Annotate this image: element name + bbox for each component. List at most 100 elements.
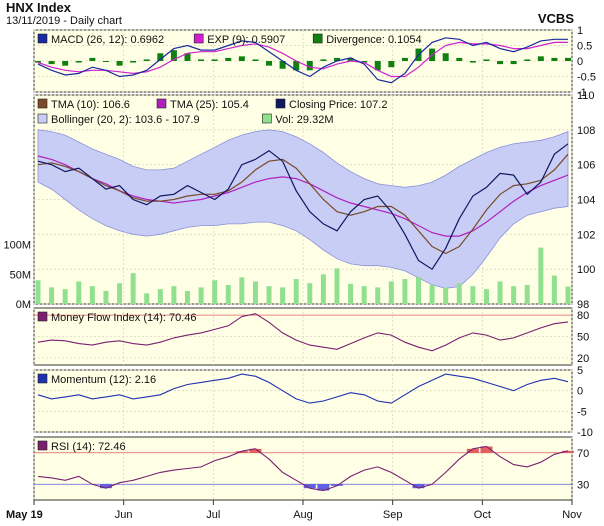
volume-bar (184, 290, 190, 304)
divergence-bar (306, 61, 313, 71)
y-tick-label: 1 (577, 25, 583, 37)
legend-swatch (37, 373, 48, 384)
legend-swatch (37, 98, 48, 109)
y-tick-label: 5 (577, 365, 583, 377)
momentum-line (37, 373, 569, 404)
divergence-bar (320, 59, 327, 61)
volume-bar (130, 273, 136, 304)
legend-entry: Money Flow Index (14): 70.46 (51, 312, 197, 324)
volume-bar (239, 277, 245, 304)
divergence-bar (89, 57, 96, 61)
overbought-fill (466, 448, 479, 453)
volume-bar (103, 290, 109, 304)
divergence-bar (35, 61, 41, 63)
volume-bar (524, 285, 530, 304)
y-tick-label: -0.5 (577, 72, 596, 84)
y-tick-label: 102 (577, 229, 595, 241)
divergence-bar (143, 59, 150, 61)
divergence-bar (116, 61, 123, 66)
x-tick-label: Sep (383, 509, 403, 521)
volume-bar (76, 281, 82, 304)
divergence-bar (184, 53, 191, 61)
y-tick-label: 100 (577, 264, 595, 276)
volume-bar (225, 285, 231, 304)
volume-bar (62, 289, 68, 304)
overbought-fill (235, 451, 248, 453)
divergence-bar (170, 50, 177, 61)
legend-swatch (156, 98, 167, 109)
y-tick-label: 20 (577, 353, 589, 365)
divergence-bar (102, 61, 109, 62)
volume-bar (49, 287, 55, 304)
overbought-fill (480, 446, 493, 453)
legend-swatch (262, 113, 272, 124)
volume-bar (266, 286, 272, 304)
divergence-bar (361, 61, 368, 63)
legend-entry: RSI (14): 72.46 (51, 441, 126, 453)
divergence-bar (469, 61, 476, 63)
overbought-fill (249, 448, 262, 453)
y-tick-label: 0 (577, 386, 583, 398)
volume-bar (538, 247, 544, 304)
volume-bar (456, 283, 462, 304)
x-tick-label: Aug (293, 509, 313, 521)
volume-bar (144, 293, 150, 304)
mfi-line (37, 313, 569, 352)
legend-entry: TMA (25): 105.4 (170, 99, 249, 111)
y-tick-label: 0 (577, 56, 583, 68)
x-tick-label: Nov (562, 509, 582, 521)
divergence-bar (551, 57, 558, 61)
oversold-fill (330, 484, 343, 486)
volume-bar (483, 289, 489, 304)
chart-title: HNX Index (6, 0, 72, 15)
y-tick-label: 50 (577, 332, 589, 344)
volume-tick-label: 50M (10, 269, 31, 281)
volume-bar (320, 274, 326, 304)
legend-entry: EXP (9): 0.5907 (207, 34, 285, 46)
divergence-bar (510, 61, 517, 65)
y-tick-label: 0.5 (577, 41, 592, 53)
rsi-line (37, 445, 569, 492)
oversold-fill (303, 484, 316, 489)
y-tick-label: -1 (577, 87, 587, 99)
volume-bar (388, 281, 394, 304)
y-tick-label: 98 (577, 299, 589, 311)
x-tick-label: May 19 (6, 509, 43, 521)
divergence-bar (62, 61, 69, 66)
volume-bar (443, 287, 449, 304)
volume-bar (565, 286, 571, 304)
legend-entry: Momentum (12): 2.16 (51, 374, 156, 386)
volume-bar (429, 285, 435, 304)
divergence-bar (347, 57, 354, 61)
divergence-bar (456, 57, 463, 61)
volume-bar (157, 289, 163, 304)
divergence-bar (401, 57, 408, 61)
y-tick-label: 70 (577, 448, 589, 460)
divergence-bar (537, 56, 544, 61)
legend-entry: Bollinger (20, 2): 103.6 - 107.9 (51, 114, 200, 126)
volume-bar (470, 286, 476, 304)
legend-swatch (312, 33, 323, 44)
divergence-bar (211, 59, 218, 61)
volume-bar (416, 277, 422, 304)
divergence-bar (198, 59, 205, 61)
legend-entry: Vol: 29.32M (275, 114, 333, 126)
legend-swatch (37, 113, 48, 124)
volume-bar (334, 268, 340, 304)
y-tick-label: 106 (577, 160, 595, 172)
volume-bar (497, 281, 503, 304)
divergence-bar (374, 61, 381, 71)
legend-entry: MACD (26, 12): 0.6962 (51, 34, 164, 46)
volume-bar (89, 286, 95, 304)
volume-bar (117, 283, 123, 304)
divergence-bar (524, 59, 531, 61)
y-tick-label: 110 (577, 90, 595, 102)
volume-tick-label: 100M (3, 240, 31, 252)
legend-swatch (193, 33, 204, 44)
overbought-fill (562, 450, 574, 453)
volume-bar (348, 283, 354, 304)
divergence-bar (157, 53, 164, 61)
legend-swatch (275, 98, 286, 109)
oversold-fill (99, 484, 112, 489)
